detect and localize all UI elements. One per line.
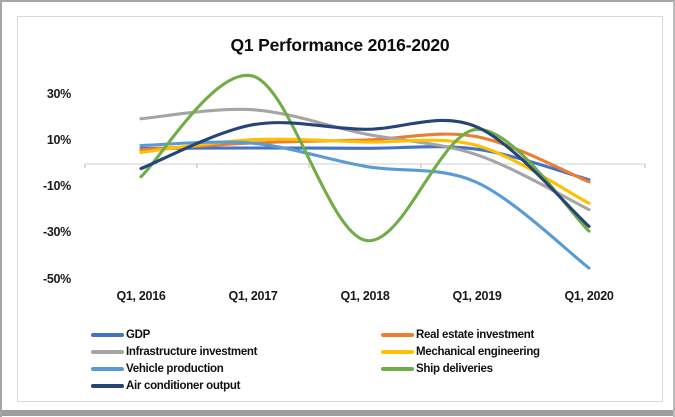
series-line-gdp bbox=[139, 145, 591, 182]
legend-label: Air conditioner output bbox=[126, 379, 241, 392]
legend-item-gdp: GDP bbox=[91, 326, 257, 343]
legend-column-right: Real estate investment Mechanical enginee… bbox=[381, 326, 540, 377]
y-axis-tick-label: 10% bbox=[46, 132, 71, 147]
y-axis-tick-label: -50% bbox=[43, 271, 71, 286]
legend-item-real-estate-investment: Real estate investment bbox=[381, 326, 540, 343]
x-axis-tick-label: Q1, 2016 bbox=[116, 289, 166, 303]
legend-label: Ship deliveries bbox=[416, 362, 493, 375]
series-line-vehicle-production bbox=[139, 140, 591, 270]
x-axis-tick-label: Q1, 2017 bbox=[228, 289, 278, 303]
chart-frame: Q1 Performance 2016-2020 30% 10% -10% -30% -… bbox=[17, 16, 663, 402]
legend-line-marker bbox=[91, 349, 124, 354]
legend-label: Infrastructure investment bbox=[126, 345, 258, 358]
legend-item-ship-deliveries: Ship deliveries bbox=[381, 360, 540, 377]
legend-column-left: GDP Infrastructure investment Vehicle prod… bbox=[91, 326, 257, 394]
legend-line-marker bbox=[91, 332, 124, 337]
series-line-air-conditioner-output bbox=[139, 118, 591, 228]
legend-line-marker bbox=[381, 366, 414, 371]
legend-label: Real estate investment bbox=[416, 328, 535, 341]
x-axis-tick-label: Q1, 2018 bbox=[340, 289, 390, 303]
legend-line-marker bbox=[381, 349, 414, 354]
legend-line-marker bbox=[91, 366, 124, 371]
legend-label: Vehicle production bbox=[126, 362, 224, 375]
legend-label: Mechanical engineering bbox=[416, 345, 540, 358]
chart-title: Q1 Performance 2016-2020 bbox=[230, 35, 450, 55]
legend-item-mechanical-engineering: Mechanical engineering bbox=[381, 343, 540, 360]
y-axis-tick-label: 30% bbox=[46, 86, 71, 101]
series-line-ship-deliveries bbox=[139, 73, 591, 243]
legend-label: GDP bbox=[126, 328, 151, 341]
y-axis-tick-label: -10% bbox=[43, 179, 71, 194]
legend-item-air-conditioner-output: Air conditioner output bbox=[91, 377, 257, 394]
plot-area bbox=[84, 73, 646, 270]
legend-line-marker bbox=[381, 332, 414, 337]
legend-line-marker bbox=[91, 383, 124, 388]
y-axis-tick-label: -30% bbox=[43, 225, 71, 240]
window-bottom-edge bbox=[2, 410, 673, 416]
x-axis-tick-label: Q1, 2020 bbox=[564, 289, 614, 303]
legend-item-vehicle-production: Vehicle production bbox=[91, 360, 257, 377]
series-line-infrastructure-investment bbox=[139, 107, 591, 212]
legend-item-infrastructure-investment: Infrastructure investment bbox=[91, 343, 257, 360]
x-axis-tick-label: Q1, 2019 bbox=[452, 289, 502, 303]
series-line-real-estate-investment bbox=[139, 132, 591, 184]
